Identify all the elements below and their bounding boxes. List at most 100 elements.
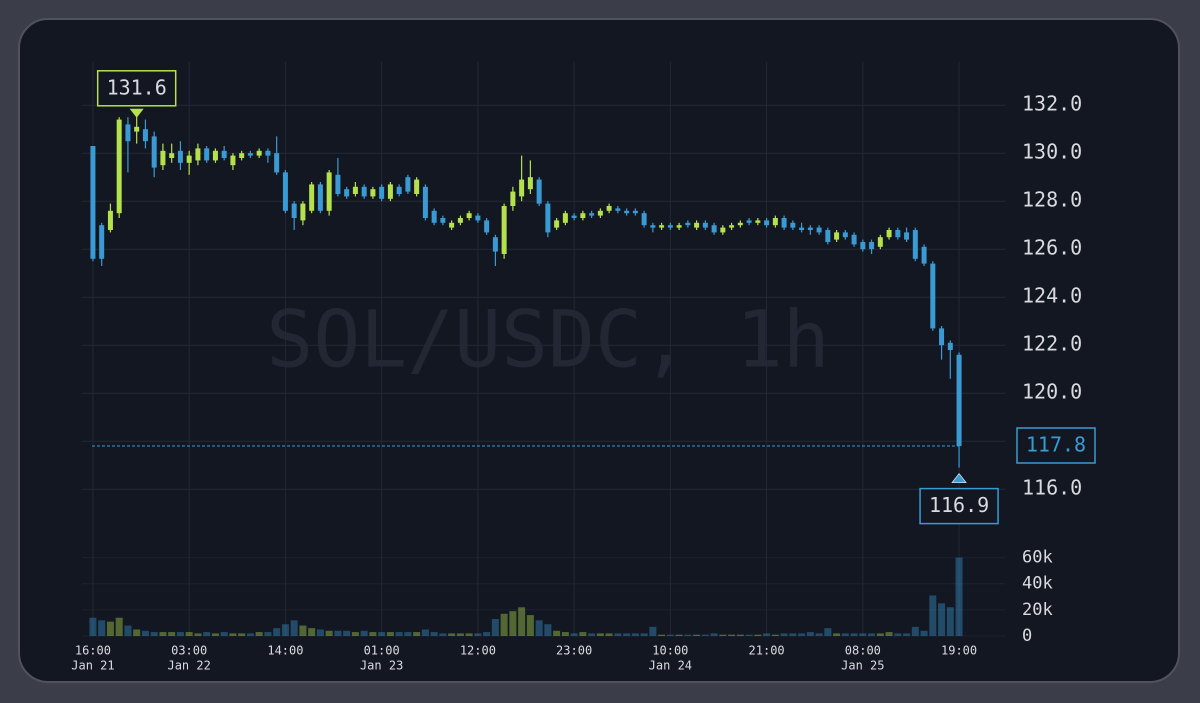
volume-bar [386,632,394,636]
volume-bar [316,629,324,636]
volume-bar [273,628,281,636]
y-tick-label: 132.0 [1022,92,1082,116]
volume-bar [518,607,526,636]
candle-body [204,148,210,161]
candle-body [834,232,840,240]
candle-body [816,227,822,233]
volume-bar [859,633,867,636]
volume-tick-label: 0 [1022,626,1032,646]
candle-body [457,218,463,223]
candle-body [99,225,105,259]
y-tick-label: 116.0 [1022,476,1082,500]
last-price-box [1016,427,1096,464]
volume-bar [885,632,893,636]
candle-body [519,179,525,197]
x-tick-label: 03:00 [171,644,207,658]
candle-body [729,225,735,228]
y-tick-label: 120.0 [1022,380,1082,404]
candle-body [737,222,743,226]
candle-body [930,263,936,329]
volume-bar [150,632,158,636]
candle-body [755,220,761,223]
x-tick-date: Jan 22 [167,659,210,673]
volume-bar [351,632,359,636]
volume-bar [238,633,246,636]
candle-body [606,206,612,211]
x-tick-label: 16:00 [75,644,111,658]
volume-bar [246,633,254,636]
candle-body [825,230,831,242]
volume-bar [491,619,499,636]
candle-body [702,222,708,228]
volume-bar [920,630,928,636]
candle-body [142,129,148,142]
candle-body [212,150,218,161]
volume-bar [728,634,736,636]
candle-body [860,242,866,250]
candle-body [711,225,717,233]
volume-bar [666,634,674,636]
max-box [96,70,177,107]
volume-bar [596,633,604,636]
candle-body [746,220,752,223]
volume-bar [159,632,167,636]
candle-body [422,186,428,218]
candle-body [177,150,183,163]
candle-body [414,179,420,194]
candle-body [230,155,236,166]
volume-bar [929,595,937,636]
candle-body [956,354,962,446]
volume-bar [229,633,237,636]
volume-bar [194,633,202,636]
candle-body [676,225,682,228]
candle-body [912,230,918,259]
x-tick-label: 14:00 [267,644,303,658]
candle-body [667,225,673,228]
candle-body [632,210,638,214]
volume-bar [544,624,552,636]
candle-body [282,172,288,211]
x-tick-date: Jan 24 [649,659,692,673]
volume-bar [89,617,97,636]
candle-body [317,184,323,211]
candle-body [291,203,297,218]
y-tick-label: 124.0 [1022,284,1082,308]
volume-bar [815,633,823,636]
volume-bar [124,625,132,636]
candle-body [904,232,910,240]
volume-bar [98,620,106,636]
x-tick-label: 23:00 [556,644,592,658]
volume-bar [946,607,954,636]
candle-body [921,246,927,264]
candle-body [799,227,805,230]
volume-bar [938,603,946,636]
volume-bar [203,632,211,636]
volume-bar [798,633,806,636]
volume-bar [684,634,692,636]
volume-bar [299,625,307,636]
volume-bar [500,613,508,636]
candle-body [877,237,883,247]
candle-body [624,210,630,214]
volume-bar [570,633,578,636]
volume-bar [535,620,543,636]
candle-body [886,230,892,238]
candle-body [309,184,315,211]
candle-body [160,150,166,166]
volume-bar [955,557,963,636]
volume-bar [211,633,219,636]
volume-bar [701,634,709,636]
volume-bar [483,632,491,636]
volume-bar [430,632,438,636]
y-tick-label: 130.0 [1022,140,1082,164]
volume-bar [789,633,797,636]
candle-body [764,220,770,226]
volume-bar [325,630,333,636]
candle-body [939,328,945,346]
volume-bar [588,633,596,636]
candle-body [685,222,691,226]
volume-bar [176,632,184,636]
volume-bar [911,626,919,636]
chart-card [18,18,1180,683]
volume-bar [395,632,403,636]
